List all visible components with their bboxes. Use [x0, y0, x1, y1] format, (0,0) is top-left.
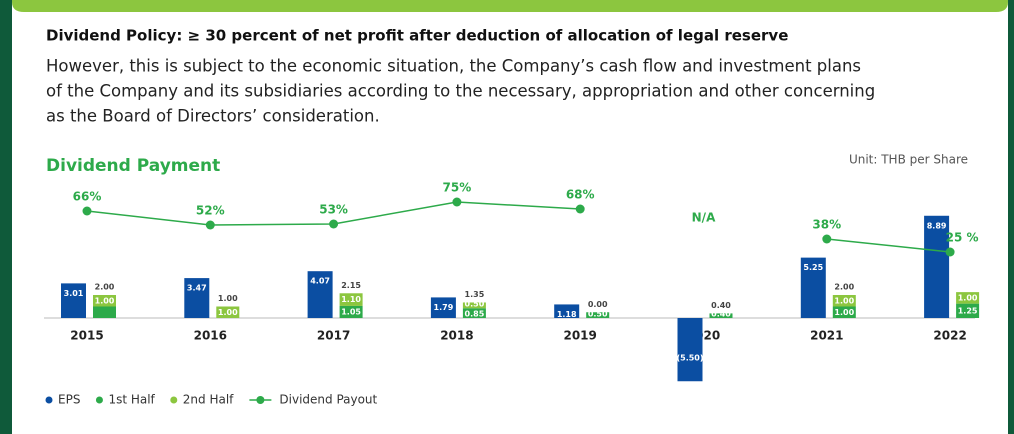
- dividend-label: 0.50: [588, 310, 608, 319]
- policy-title: Dividend Policy: ≥ 30 percent of net pro…: [46, 27, 788, 45]
- legend-label: Dividend Payout: [279, 393, 377, 407]
- dividend-bar: [462, 302, 486, 309]
- total-label: 0.40: [711, 301, 731, 310]
- payout-dot: [205, 220, 215, 230]
- total-label: 1.35: [465, 290, 485, 299]
- dividend-bar: [832, 306, 856, 318]
- payout-label: 68%: [566, 188, 595, 202]
- payout-dot: [575, 204, 585, 214]
- eps-bar: [184, 278, 210, 318]
- eps-label: 1.18: [557, 310, 577, 319]
- payout-label: 66%: [73, 190, 102, 204]
- dividend-bar: [956, 292, 980, 304]
- dividend-label: 0.40: [711, 310, 731, 319]
- dividend-bar: [339, 293, 363, 306]
- dividend-label: 1.00: [834, 308, 854, 317]
- panel: [12, 0, 1008, 434]
- total-label: 2.00: [834, 283, 854, 292]
- dividend-bar: [339, 305, 363, 318]
- eps-bar: [61, 283, 86, 318]
- policy-line: as the Board of Directors’ consideration…: [46, 107, 380, 126]
- dividend-label: 1.00: [834, 296, 854, 305]
- dividend-label: 1.25: [958, 306, 978, 315]
- dividend-bar: [956, 303, 980, 318]
- eps-bar: [800, 257, 826, 318]
- legend-dot: [95, 396, 103, 404]
- eps-label: 5.25: [803, 263, 823, 272]
- dividend-bar: [462, 308, 486, 318]
- eps-label: 3.47: [187, 284, 207, 293]
- dividend-bar: [709, 313, 733, 318]
- top-band: [12, 0, 1008, 12]
- total-label: 0.00: [588, 300, 608, 309]
- x-tick-label: 2019: [563, 329, 596, 343]
- legend-dot: [170, 396, 178, 404]
- dividend-label: 0.50: [465, 300, 485, 309]
- chart-title: Dividend Payment: [46, 156, 220, 176]
- eps-label: 3.01: [64, 289, 84, 298]
- total-label: 1.00: [218, 294, 238, 303]
- dividend-bar: [93, 306, 116, 318]
- unit-label: Unit: THB per Share: [849, 153, 968, 167]
- legend-dot: [256, 396, 265, 404]
- payout-label: 75%: [443, 181, 472, 195]
- x-tick-label: 2021: [810, 329, 843, 343]
- eps-bar: [924, 215, 950, 318]
- eps-bar: [554, 304, 580, 318]
- payout-dot: [945, 247, 955, 257]
- x-tick-label: 2022: [933, 329, 966, 343]
- payout-label: 38%: [812, 218, 841, 232]
- dividend-bar: [93, 295, 116, 307]
- total-label: 2.00: [95, 283, 115, 292]
- eps-label: (5.50): [676, 354, 703, 363]
- payout-dot: [452, 197, 462, 207]
- payout-label: 52%: [196, 204, 225, 218]
- dividend-label: 1.10: [341, 295, 361, 304]
- payout-dot: [822, 234, 832, 244]
- dividend-bar: [832, 295, 856, 307]
- payout-dot: [329, 219, 339, 229]
- eps-bar: [677, 318, 703, 382]
- x-tick-label: 2015: [70, 329, 103, 343]
- eps-label: 4.07: [310, 277, 330, 286]
- eps-bar: [430, 297, 456, 318]
- x-tick-label: 2018: [440, 329, 473, 343]
- policy-line: of the Company and its subsidiaries acco…: [46, 82, 875, 101]
- legend-dot: [45, 396, 53, 404]
- dividend-label: 1.05: [341, 307, 361, 316]
- legend-label: 2nd Half: [183, 393, 234, 407]
- payout-label: 25 %: [946, 231, 979, 245]
- legend-label: EPS: [58, 393, 80, 407]
- dividend-label: 0.85: [465, 310, 485, 319]
- eps-bar: [307, 271, 333, 318]
- dividend-bar: [216, 306, 240, 318]
- dividend-label: 1.00: [95, 296, 115, 305]
- payout-label: 53%: [319, 203, 348, 217]
- payout-label: N/A: [692, 211, 716, 225]
- legend-label: 1st Half: [108, 393, 155, 407]
- payout-dot: [82, 206, 92, 216]
- x-tick-label: 2017: [317, 329, 350, 343]
- dividend-label: 1.00: [218, 308, 238, 317]
- eps-label: 8.89: [927, 221, 947, 230]
- dividend-label: 1.00: [958, 293, 978, 302]
- x-tick-label: 2016: [194, 329, 227, 343]
- eps-label: 1.79: [434, 303, 454, 312]
- policy-line: However, this is subject to the economic…: [46, 57, 861, 76]
- dividend-bar: [586, 312, 610, 318]
- total-label: 2.15: [341, 281, 361, 290]
